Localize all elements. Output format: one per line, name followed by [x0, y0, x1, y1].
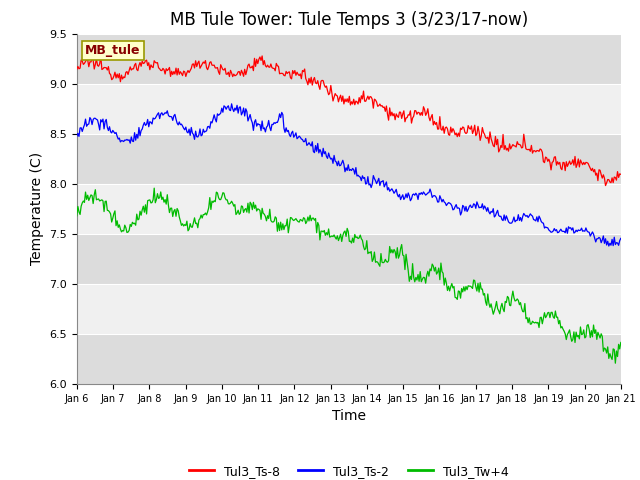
Bar [77, 284, 621, 334]
Bar [77, 334, 621, 384]
Bar [77, 34, 621, 84]
Bar [77, 234, 621, 284]
Bar [77, 184, 621, 234]
Legend: Tul3_Ts-8, Tul3_Ts-2, Tul3_Tw+4: Tul3_Ts-8, Tul3_Ts-2, Tul3_Tw+4 [184, 460, 514, 480]
Bar [77, 134, 621, 184]
Title: MB Tule Tower: Tule Temps 3 (3/23/17-now): MB Tule Tower: Tule Temps 3 (3/23/17-now… [170, 11, 528, 29]
Bar [77, 84, 621, 134]
Y-axis label: Temperature (C): Temperature (C) [30, 152, 44, 265]
X-axis label: Time: Time [332, 409, 366, 423]
Text: MB_tule: MB_tule [85, 44, 140, 57]
